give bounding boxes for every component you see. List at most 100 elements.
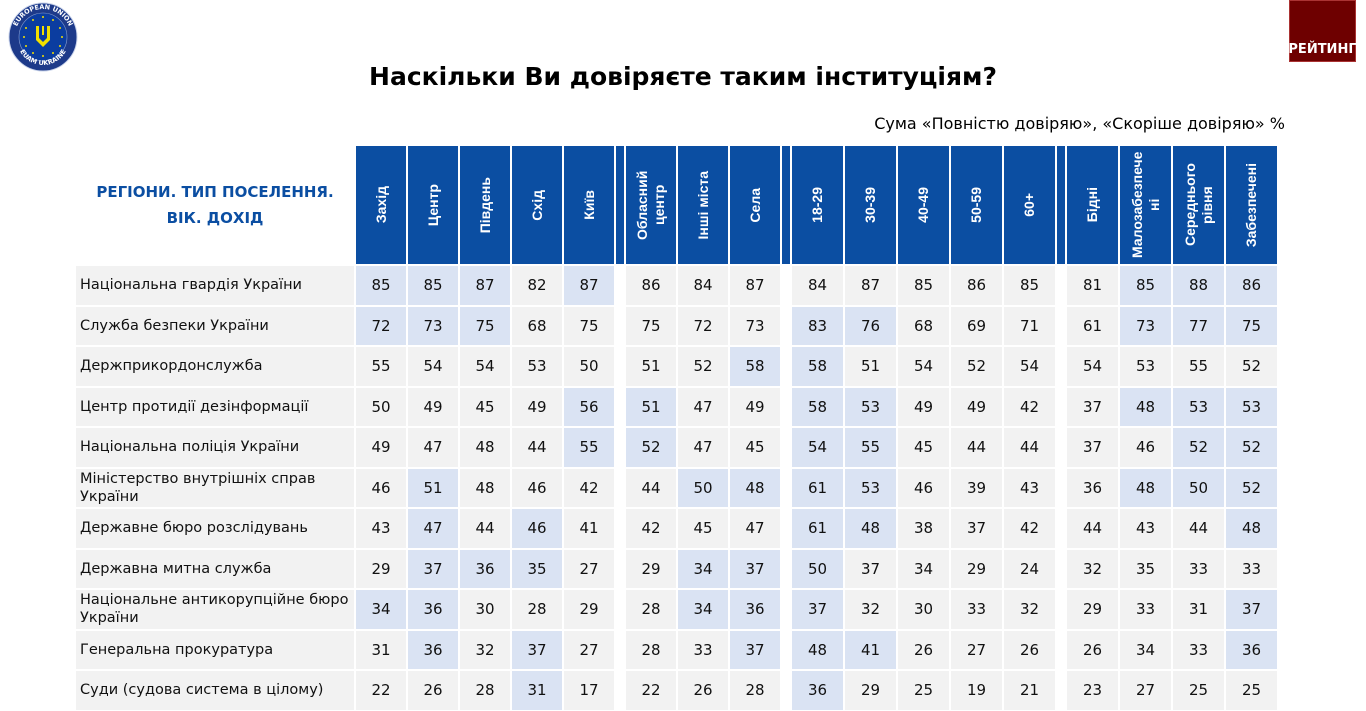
row-label: Державне бюро розслідувань (75, 508, 355, 549)
table-cell: 19 (950, 670, 1003, 711)
row-label: Центр протидії дезінформації (75, 386, 355, 427)
row-label: Держприкордонслужба (75, 346, 355, 387)
corner-label-line1: РЕГІОНИ. ТИП ПОСЕЛЕННЯ. (96, 183, 334, 201)
table-cell: 73 (407, 305, 459, 346)
table-cell: 81 (1066, 265, 1119, 306)
table-cell: 54 (1003, 346, 1056, 387)
row-group-separator (1056, 265, 1066, 306)
table-cell: 50 (791, 548, 844, 589)
column-header-label: 40-49 (915, 187, 931, 223)
table-cell: 86 (950, 265, 1003, 306)
row-label: Національне антикорупційне бюро України (75, 589, 355, 630)
table-cell: 87 (729, 265, 781, 306)
table-cell: 32 (459, 629, 511, 670)
row-group-separator (781, 346, 791, 387)
table-cell: 34 (1119, 629, 1172, 670)
table-cell: 51 (407, 467, 459, 508)
table-cell: 48 (791, 629, 844, 670)
row-group-separator (615, 629, 625, 670)
row-label: Служба безпеки України (75, 305, 355, 346)
table-cell: 29 (355, 548, 407, 589)
table-cell: 35 (511, 548, 563, 589)
table-cell: 48 (1119, 467, 1172, 508)
table-cell: 50 (563, 346, 615, 387)
table-cell: 54 (407, 346, 459, 387)
column-header: 60+ (1003, 145, 1056, 265)
table-cell: 49 (950, 386, 1003, 427)
table-cell: 36 (1225, 629, 1278, 670)
table-cell: 42 (563, 467, 615, 508)
row-group-separator (781, 629, 791, 670)
column-header-label: Бідні (1084, 187, 1100, 223)
table-cell: 42 (1003, 508, 1056, 549)
subtitle: Сума «Повністю довіряю», «Скоріше довіря… (874, 114, 1285, 133)
table-cell: 41 (844, 629, 897, 670)
table-cell: 51 (844, 346, 897, 387)
table-cell: 87 (844, 265, 897, 306)
column-header-label: Забезпечені (1243, 162, 1259, 248)
row-group-separator (1056, 508, 1066, 549)
table-cell: 33 (1119, 589, 1172, 630)
table-cell: 68 (897, 305, 950, 346)
table-cell: 52 (950, 346, 1003, 387)
table-cell: 75 (625, 305, 677, 346)
table-cell: 46 (511, 467, 563, 508)
table-cell: 21 (1003, 670, 1056, 711)
column-header: Села (729, 145, 781, 265)
row-group-separator (781, 467, 791, 508)
table-cell: 26 (407, 670, 459, 711)
table-cell: 33 (950, 589, 1003, 630)
row-label: Державна митна служба (75, 548, 355, 589)
table-cell: 28 (729, 670, 781, 711)
table-cell: 49 (511, 386, 563, 427)
table-cell: 46 (897, 467, 950, 508)
table-cell: 54 (1066, 346, 1119, 387)
table-cell: 44 (950, 427, 1003, 468)
table-cell: 42 (1003, 386, 1056, 427)
table-cell: 37 (511, 629, 563, 670)
table-cell: 50 (1172, 467, 1225, 508)
table-cell: 22 (625, 670, 677, 711)
table-cell: 44 (459, 508, 511, 549)
row-group-separator (615, 346, 625, 387)
table-cell: 36 (1066, 467, 1119, 508)
table-cell: 25 (1225, 670, 1278, 711)
row-group-separator (615, 305, 625, 346)
row-label: Генеральна прокуратура (75, 629, 355, 670)
table-cell: 45 (729, 427, 781, 468)
table-cell: 48 (844, 508, 897, 549)
table-cell: 28 (459, 670, 511, 711)
row-group-separator (615, 265, 625, 306)
table-cell: 54 (459, 346, 511, 387)
table-cell: 53 (1119, 346, 1172, 387)
row-group-separator (1056, 589, 1066, 630)
table-cell: 85 (897, 265, 950, 306)
row-group-separator (1056, 346, 1066, 387)
table-cell: 33 (1172, 548, 1225, 589)
table-cell: 26 (1003, 629, 1056, 670)
table-cell: 49 (407, 386, 459, 427)
table-cell: 37 (950, 508, 1003, 549)
table-cell: 55 (563, 427, 615, 468)
table-cell: 28 (511, 589, 563, 630)
table-cell: 76 (844, 305, 897, 346)
table-cell: 69 (950, 305, 1003, 346)
column-header: Бідні (1066, 145, 1119, 265)
table-cell: 37 (1225, 589, 1278, 630)
table-cell: 53 (844, 386, 897, 427)
table-cell: 34 (677, 548, 729, 589)
table-cell: 37 (407, 548, 459, 589)
column-header: Обласний центр (625, 145, 677, 265)
table-cell: 85 (1119, 265, 1172, 306)
row-group-separator (615, 467, 625, 508)
table-cell: 37 (844, 548, 897, 589)
table-cell: 33 (1225, 548, 1278, 589)
row-group-separator (781, 589, 791, 630)
column-header-label: 18-29 (809, 187, 825, 223)
table-cell: 87 (459, 265, 511, 306)
table-cell: 48 (729, 467, 781, 508)
table-cell: 86 (1225, 265, 1278, 306)
table-cell: 85 (1003, 265, 1056, 306)
table-cell: 51 (625, 386, 677, 427)
column-header: Схід (511, 145, 563, 265)
